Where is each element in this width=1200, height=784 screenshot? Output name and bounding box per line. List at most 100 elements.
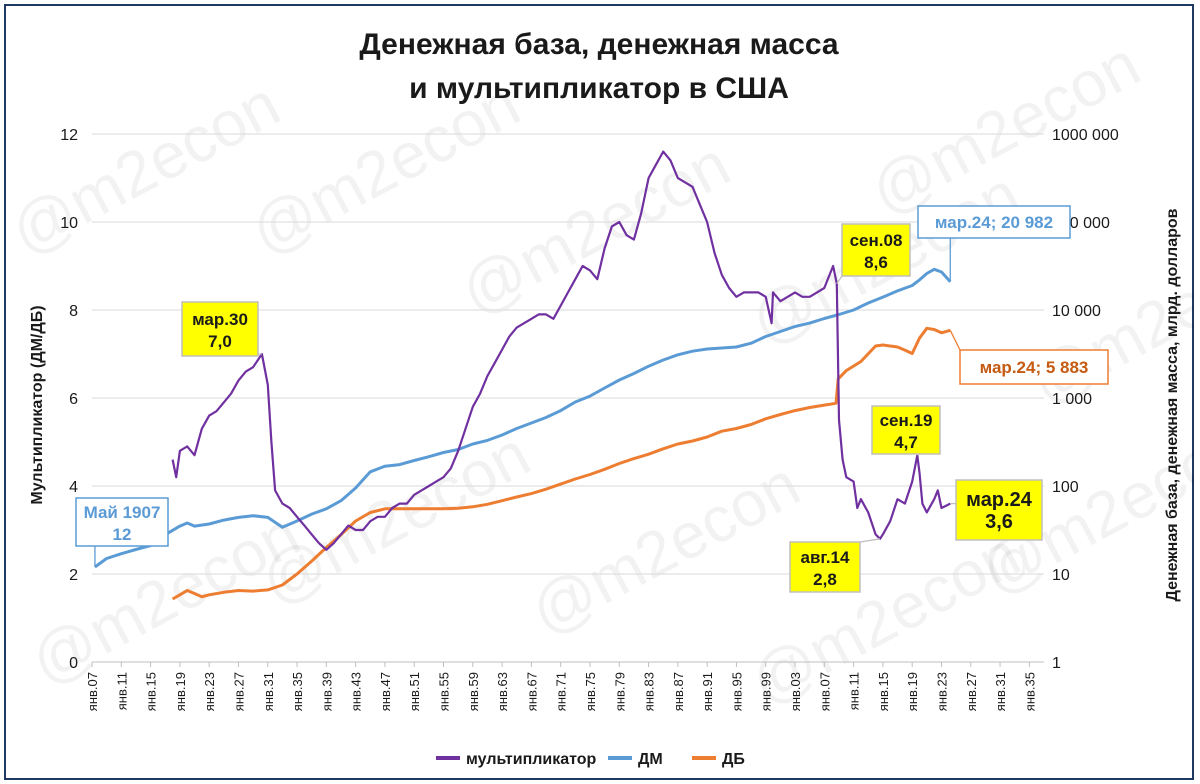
- x-tick-label: янв.75: [583, 672, 598, 711]
- x-tick-label: янв.19: [905, 672, 920, 711]
- x-tick-label: янв.15: [144, 672, 159, 711]
- y-left-tick-label: 2: [69, 567, 78, 584]
- x-tick-label: янв.55: [437, 672, 452, 711]
- x-tick-label: янв.51: [407, 672, 422, 711]
- legend-label: мультипликатор: [466, 751, 597, 768]
- x-tick-label: янв.07: [85, 672, 100, 711]
- y-right-tick-label: 1000 000: [1052, 127, 1119, 144]
- x-tick-label: янв.83: [642, 672, 657, 711]
- y-left-tick-label: 6: [69, 391, 78, 408]
- x-tick-label: янв.79: [612, 672, 627, 711]
- annotation-box: [841, 223, 911, 277]
- x-tick-label: янв.43: [349, 672, 364, 711]
- annotation-box: [181, 301, 259, 357]
- y-axis-left: 0 2 4 6 8 10 12: [60, 127, 78, 672]
- x-tick-label: янв.19: [173, 672, 188, 711]
- x-tick-label: янв.03: [788, 672, 803, 711]
- annotation-leader: [859, 538, 881, 543]
- x-tick-label: янв.15: [876, 672, 891, 711]
- y-right-tick-label: 1: [1052, 655, 1061, 672]
- annotation-text: мар.24; 5 883: [980, 358, 1089, 377]
- title-line-2: и мультипликатор в США: [409, 72, 789, 105]
- x-tick-label: янв.59: [466, 672, 481, 711]
- watermark-text: @m2econ: [449, 127, 741, 328]
- annotation-callout: авг.14 2,8: [789, 538, 881, 593]
- annotation-text: сен.08: [850, 231, 903, 250]
- x-tick-label: янв.23: [202, 672, 217, 711]
- legend-label: ДМ: [638, 751, 663, 768]
- x-tick-label: янв.31: [261, 672, 276, 711]
- annotation-box: [75, 497, 169, 547]
- annotation-box: [955, 479, 1043, 541]
- annotation-callout: мар.243,6: [950, 479, 1043, 541]
- y-right-tick-label: 10 000: [1052, 303, 1101, 320]
- x-tick-label: янв.23: [934, 672, 949, 711]
- x-tick-label: янв.35: [1022, 672, 1037, 711]
- watermark-text: @m2econ: [519, 447, 811, 648]
- annotation-text: 7,0: [208, 332, 232, 351]
- x-tick-label: янв.39: [319, 672, 334, 711]
- annotation-leader: [836, 275, 843, 284]
- annotation-box: [917, 205, 1071, 239]
- legend-label: ДБ: [722, 751, 745, 768]
- x-tick-label: янв.71: [554, 672, 569, 711]
- series-line-ДБ: [171, 326, 951, 601]
- watermark-text: @m2econ: [249, 417, 541, 618]
- y-axis-left-label: Мультипликатор (ДМ/ДБ): [29, 305, 46, 504]
- annotation-text: Май 1907: [84, 503, 161, 522]
- x-tick-label: янв.91: [700, 672, 715, 711]
- series-line-мультипликатор: [171, 150, 951, 551]
- x-tick-label: янв.11: [847, 672, 862, 710]
- annotation-callout: сен.08 8,6: [836, 223, 911, 284]
- x-tick-label: янв.99: [759, 672, 774, 711]
- x-tick-label: янв.27: [964, 672, 979, 711]
- x-tick-label: янв.67: [524, 672, 539, 711]
- annotation-text: 8,6: [864, 253, 888, 272]
- x-tick-label: янв.11: [114, 672, 129, 710]
- annotations: Май 1907 12 мар.30 7,0 сен.08 8,6 мар.24; 20 9…: [75, 205, 1109, 593]
- chart-svg: @m2econ@m2econ@m2econ @m2econ@m2econ@m2ec…: [6, 27, 1194, 768]
- x-tick-label: янв.47: [378, 672, 393, 711]
- x-tick-label: янв.95: [729, 672, 744, 711]
- chart-title: Денежная база, денежная масса и мультипл…: [359, 28, 838, 105]
- x-axis: янв.07 янв.11 янв.15 янв.19 янв.23 янв.27 янв.…: [85, 662, 1037, 711]
- annotation-text: мар.24: [966, 489, 1033, 511]
- title-line-1: Денежная база, денежная масса: [359, 28, 838, 61]
- annotation-callout: мар.24; 20 982: [917, 205, 1071, 282]
- chart-frame: @m2econ @m2econ @m2econ @m2econ @m2econ @m2ec…: [4, 4, 1194, 780]
- annotation-text: 12: [113, 525, 132, 544]
- annotation-text: 2,8: [813, 570, 837, 589]
- y-left-tick-label: 10: [60, 215, 78, 232]
- annotation-text: авг.14: [801, 548, 850, 567]
- x-tick-label: янв.31: [993, 672, 1008, 711]
- x-tick-label: янв.63: [495, 672, 510, 711]
- annotation-text: 3,6: [985, 511, 1013, 533]
- annotation-text: мар.24; 20 982: [935, 213, 1053, 232]
- annotation-text: 4,7: [894, 433, 918, 452]
- annotation-box: [789, 541, 861, 593]
- y-right-tick-label: 10: [1052, 567, 1070, 584]
- y-left-tick-label: 4: [69, 479, 78, 496]
- y-left-tick-label: 12: [60, 127, 78, 144]
- y-axis-right-label: Денежная база, денежная масса, млрд. дол…: [1164, 208, 1181, 601]
- annotation-leader: [949, 329, 961, 351]
- y-right-tick-label: 1 000: [1052, 391, 1092, 408]
- x-tick-label: янв.35: [290, 672, 305, 711]
- y-left-tick-label: 8: [69, 303, 78, 320]
- annotation-box: [871, 405, 941, 455]
- annotation-callout: сен.19 4,7: [871, 405, 941, 456]
- x-tick-label: янв.07: [817, 672, 832, 711]
- annotation-callout: мар.24; 5 883: [949, 329, 1109, 385]
- watermark-text: @m2econ: [6, 67, 291, 268]
- series-layer: [94, 150, 952, 601]
- annotation-text: сен.19: [880, 411, 933, 430]
- annotation-callout: мар.30 7,0: [181, 301, 262, 357]
- legend: мультипликатор ДМ ДБ: [436, 751, 745, 768]
- y-right-tick-label: 100: [1052, 479, 1079, 496]
- x-tick-label: янв.87: [671, 672, 686, 711]
- y-left-tick-label: 0: [69, 655, 78, 672]
- annotation-callout: Май 1907 12: [75, 497, 169, 568]
- annotation-text: мар.30: [192, 310, 248, 329]
- x-tick-label: янв.27: [231, 672, 246, 711]
